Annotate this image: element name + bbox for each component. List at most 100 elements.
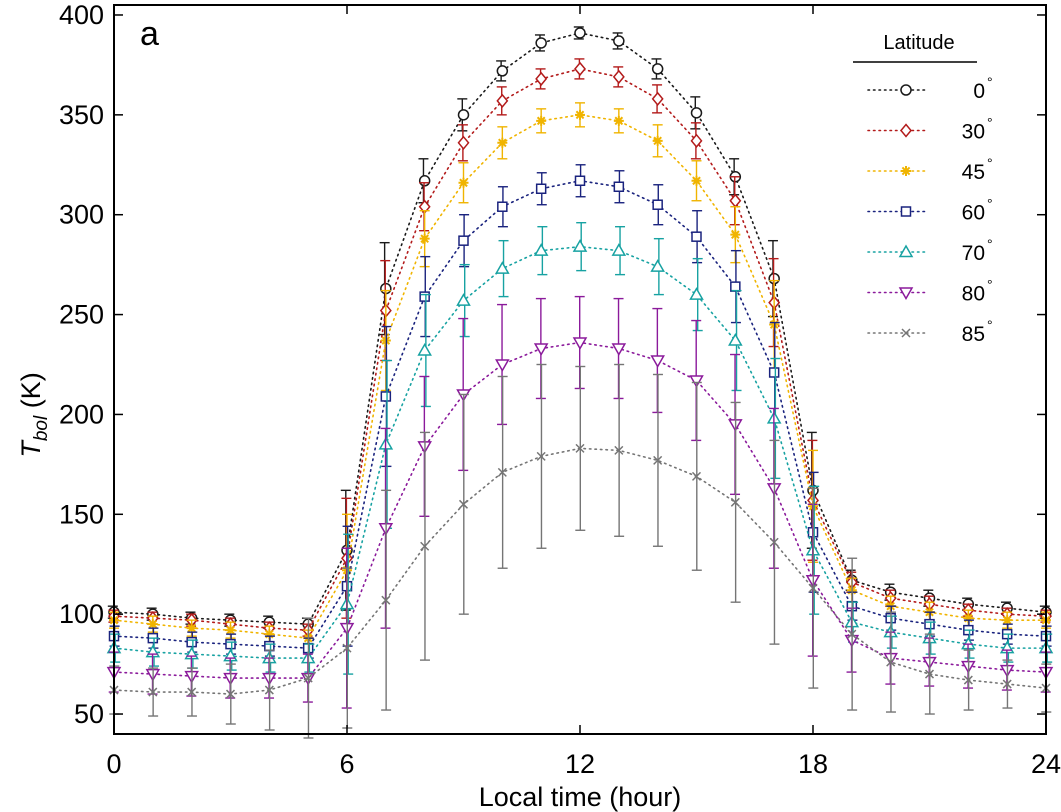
- data-point: [963, 613, 974, 624]
- data-point: [533, 343, 549, 357]
- legend-marker: [898, 244, 914, 258]
- y-tick-label: 350: [59, 100, 104, 130]
- data-point: [690, 133, 703, 148]
- data-point: [420, 541, 430, 551]
- data-point: [650, 259, 665, 272]
- data-point: [225, 689, 236, 699]
- data-point: [651, 63, 664, 75]
- legend-item-30: 30 °: [867, 115, 993, 144]
- data-point: [730, 497, 740, 507]
- data-point: [653, 455, 663, 465]
- data-point: [575, 109, 585, 120]
- legend-item-70: 70 °: [867, 236, 993, 265]
- data-point: [147, 619, 158, 630]
- data-point: [497, 137, 508, 148]
- data-point: [419, 233, 430, 244]
- y-axis-label-subscript: bol: [31, 415, 52, 441]
- y-tick-label: 400: [59, 0, 104, 30]
- data-point: [572, 337, 588, 351]
- data-point: [458, 499, 469, 509]
- data-point: [456, 293, 471, 306]
- data-point: [535, 183, 547, 194]
- data-point: [497, 467, 507, 477]
- x-tick-label: 18: [798, 749, 828, 779]
- legend-title: Latitude: [883, 32, 954, 54]
- y-axis-label: Tbol (K): [16, 372, 52, 457]
- data-point: [495, 261, 510, 274]
- y-tick-label: 300: [59, 200, 104, 230]
- legend-degree-symbol: °: [987, 115, 993, 131]
- data-point: [808, 583, 818, 593]
- legend-label: 0: [973, 80, 985, 103]
- legend-item-80: 80 °: [867, 277, 993, 306]
- legend-degree-symbol: °: [987, 317, 993, 333]
- data-point: [572, 239, 588, 252]
- legend-degree-symbol: °: [987, 196, 993, 212]
- data-point: [574, 61, 586, 77]
- data-point: [458, 177, 469, 188]
- data-point: [963, 675, 973, 685]
- legend-marker: [900, 123, 912, 138]
- data-point: [575, 443, 585, 453]
- legend-label: 45: [962, 161, 985, 184]
- x-tick-label: 12: [565, 749, 595, 779]
- data-point: [225, 638, 236, 650]
- data-point: [924, 618, 935, 630]
- data-point: [730, 229, 741, 240]
- data-point: [495, 359, 510, 373]
- data-point: [611, 343, 627, 357]
- legend-degree-symbol: °: [987, 155, 993, 171]
- legend-label: 30: [962, 121, 985, 144]
- panel-label: a: [140, 15, 159, 53]
- data-point: [417, 343, 432, 356]
- data-series-layer: [106, 26, 1054, 739]
- data-point: [691, 175, 702, 186]
- data-point: [342, 643, 352, 653]
- x-tick-label: 0: [106, 749, 121, 779]
- data-point: [1002, 679, 1012, 689]
- series-85: [109, 363, 1052, 739]
- legend-degree-symbol: °: [987, 236, 993, 252]
- data-point: [728, 333, 743, 346]
- legend-marker: [898, 287, 914, 301]
- data-point: [847, 629, 857, 639]
- data-point: [380, 391, 392, 402]
- legend-item-60: 60 °: [867, 196, 993, 225]
- legend-item-85: 85 °: [867, 317, 993, 346]
- x-tick-label: 24: [1031, 749, 1061, 779]
- legend-marker: [901, 328, 911, 338]
- data-point: [614, 445, 624, 455]
- data-point: [497, 201, 508, 212]
- data-point: [496, 93, 509, 109]
- legend-label: 80: [962, 283, 985, 306]
- y-tick-label: 200: [59, 399, 104, 429]
- legend-marker: [900, 84, 912, 96]
- y-axis-label-main: T: [16, 439, 46, 458]
- data-point: [303, 673, 313, 683]
- data-point: [611, 243, 627, 256]
- data-point: [690, 107, 703, 119]
- data-point: [264, 640, 275, 652]
- legend-item-45: 45 °: [867, 155, 993, 184]
- data-point: [533, 243, 549, 256]
- y-axis-label-unit: (K): [16, 372, 46, 416]
- data-point: [458, 235, 469, 246]
- data-point: [652, 135, 663, 146]
- legend-degree-symbol: °: [987, 74, 993, 90]
- data-point: [536, 115, 547, 126]
- data-point: [225, 625, 236, 636]
- data-point: [1002, 615, 1013, 626]
- data-point: [381, 595, 391, 605]
- x-tick-label: 6: [339, 749, 354, 779]
- data-point: [536, 451, 546, 461]
- legend-label: 60: [962, 202, 985, 225]
- y-tick-label: 50: [74, 699, 104, 729]
- data-point: [689, 375, 704, 388]
- data-point: [651, 91, 664, 107]
- data-point: [148, 687, 158, 697]
- data-point: [535, 37, 547, 49]
- data-point: [187, 687, 197, 697]
- data-point: [574, 27, 586, 39]
